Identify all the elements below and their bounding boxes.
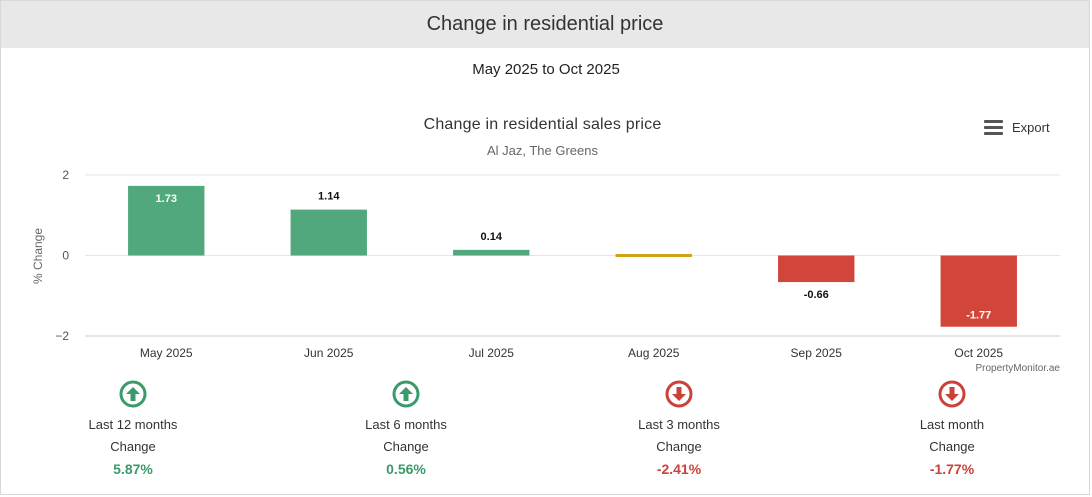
x-tick-label: Jun 2025 — [304, 346, 354, 360]
bar — [128, 185, 205, 256]
data-label: -1.77 — [966, 310, 991, 322]
y-tick-label: −2 — [55, 329, 69, 343]
export-button[interactable]: Export — [984, 120, 1050, 135]
chart-subtitle: Al Jaz, The Greens — [486, 143, 599, 158]
stat-last-6-months: Last 6 months Change 0.56% — [321, 380, 491, 480]
stat-label: Change — [110, 439, 156, 454]
widget-title: Change in residential price — [426, 13, 664, 35]
stat-period: Last month — [919, 417, 985, 432]
chart-credit[interactable]: PropertyMonitor.ae — [975, 363, 1061, 374]
stat-value: -2.41% — [656, 461, 702, 477]
arrow-down-circle-icon — [665, 380, 693, 408]
stat-label: Change — [383, 439, 429, 454]
arrow-down-circle-icon — [938, 380, 966, 408]
x-tick-label: May 2025 — [140, 346, 193, 360]
x-tick-label: Oct 2025 — [954, 346, 1003, 360]
data-label: 1.14 — [318, 191, 340, 203]
stat-value: -1.77% — [929, 461, 975, 477]
stat-label: Change — [656, 439, 702, 454]
x-tick-label: Aug 2025 — [628, 346, 680, 360]
stat-last-12-months: Last 12 months Change 5.87% — [48, 380, 218, 480]
widget-header: Change in residential price — [1, 1, 1089, 48]
menu-icon — [984, 120, 1003, 135]
bar — [615, 254, 692, 257]
stat-period: Last 6 months — [365, 417, 447, 432]
stat-value: 0.56% — [386, 461, 426, 477]
y-tick-label: 0 — [62, 249, 69, 263]
data-label: 1.73 — [156, 193, 177, 205]
export-label: Export — [1012, 120, 1050, 135]
data-label: -0.66 — [804, 289, 829, 301]
stat-label: Change — [929, 439, 975, 454]
x-tick-label: Jul 2025 — [469, 346, 515, 360]
chart-title: Change in residential sales price — [423, 116, 662, 133]
arrow-up-circle-icon — [119, 380, 147, 408]
y-tick-label: 2 — [62, 168, 69, 182]
x-tick-label: Sep 2025 — [791, 346, 843, 360]
bar — [940, 255, 1017, 327]
stat-last-3-months: Last 3 months Change -2.41% — [594, 380, 764, 480]
bar — [453, 249, 530, 256]
data-label: 0.14 — [481, 231, 503, 243]
date-range: May 2025 to Oct 2025 — [472, 61, 620, 78]
stat-period: Last 12 months — [88, 417, 178, 432]
stat-value: 5.87% — [113, 461, 153, 477]
arrow-up-circle-icon — [392, 380, 420, 408]
bar — [778, 255, 855, 283]
bar — [290, 209, 367, 256]
stat-period: Last 3 months — [638, 417, 720, 432]
stat-last-month: Last month Change -1.77% — [867, 380, 1037, 480]
